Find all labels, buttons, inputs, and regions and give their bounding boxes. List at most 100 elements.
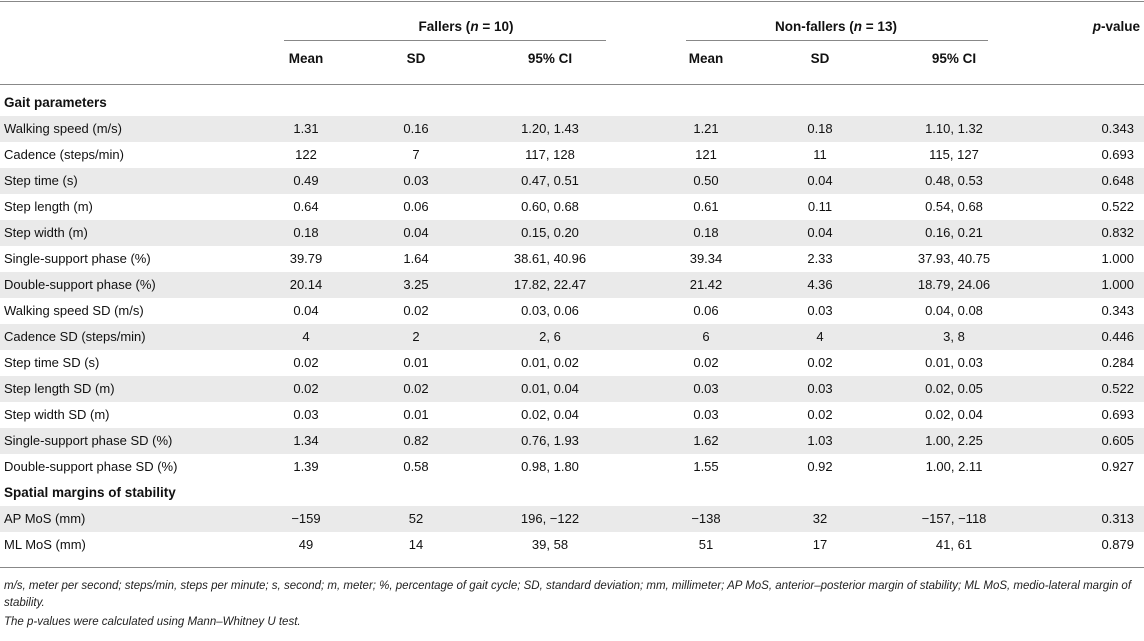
fallers-mean-cell: 0.64	[293, 199, 319, 214]
nonfallers-mean-cell: 1.62	[693, 433, 719, 448]
nonfallers-sd-cell: 0.04	[807, 225, 833, 240]
nonfallers-mean-cell: 0.61	[693, 199, 719, 214]
table-row: Step length SD (m) 0.02 0.02 0.01, 0.04 0.03…	[0, 376, 1144, 402]
nonfallers-sd-cell: 0.11	[807, 199, 833, 214]
nonfallers-ci-cell: 115, 127	[929, 147, 979, 162]
nonfallers-sd-header: SD	[810, 51, 830, 66]
section-header-row: Gait parameters	[0, 90, 1144, 116]
fallers-sd-cell: 3.25	[403, 277, 429, 292]
fallers-ci-cell: 0.01, 0.04	[521, 381, 579, 396]
fallers-sd-cell: 1.64	[403, 251, 429, 266]
nonfallers-mean-cell: −138	[691, 511, 721, 526]
fallers-mean-cell: 39.79	[289, 251, 323, 266]
fallers-sd-cell: 0.01	[403, 355, 429, 370]
table-row: ML MoS (mm) 49 14 39, 58 51 17 41, 61 0.879	[0, 532, 1144, 558]
row-label: Cadence SD (steps/min)	[4, 329, 146, 344]
fallers-sd-cell: 52	[408, 511, 424, 526]
nonfallers-sd-cell: 0.18	[807, 121, 833, 136]
fallers-sd-cell: 0.03	[403, 173, 429, 188]
fallers-ci-cell: 0.60, 0.68	[521, 199, 579, 214]
nonfallers-sd-cell: 4	[816, 329, 824, 344]
p-value-cell: 0.832	[1101, 225, 1134, 240]
fallers-ci-cell: 0.76, 1.93	[521, 433, 579, 448]
nonfallers-mean-cell: 39.34	[689, 251, 723, 266]
p-value-cell: 0.343	[1101, 121, 1134, 136]
group-header-row: Fallers (n = 10) Non-fallers (n = 13) p-…	[0, 14, 1144, 40]
fallers-ci-header: 95% CI	[527, 51, 573, 66]
bottom-rule	[0, 567, 1144, 568]
nonfallers-mean-header: Mean	[688, 51, 724, 66]
fallers-mean-cell: 4	[302, 329, 310, 344]
nonfallers-mean-cell: 0.03	[693, 407, 719, 422]
table-row: Step width (m) 0.18 0.04 0.15, 0.20 0.18 0.04…	[0, 220, 1144, 246]
section-header-row: Spatial margins of stability	[0, 480, 1144, 506]
nonfallers-ci-cell: 0.02, 0.05	[925, 381, 983, 396]
p-value-cell: 0.313	[1101, 511, 1134, 526]
row-label: Walking speed SD (m/s)	[4, 303, 144, 318]
nonfallers-ci-header: 95% CI	[931, 51, 977, 66]
row-label: Step width (m)	[4, 225, 88, 240]
top-rule	[0, 1, 1144, 2]
fallers-ci-cell: 1.20, 1.43	[521, 121, 579, 136]
table-row: Step time (s) 0.49 0.03 0.47, 0.51 0.50 0.04 0…	[0, 168, 1144, 194]
table-row: Single-support phase (%) 39.79 1.64 38.61, …	[0, 246, 1144, 272]
abbreviations-footnote: m/s, meter per second; steps/min, steps …	[4, 580, 1132, 609]
table-row: Double-support phase SD (%) 1.39 0.58 0.98,…	[0, 454, 1144, 480]
nonfallers-ci-cell: 1.00, 2.25	[925, 433, 983, 448]
p-value-cell: 0.605	[1101, 433, 1134, 448]
nonfallers-ci-cell: 1.10, 1.32	[925, 121, 983, 136]
nonfallers-sd-cell: 0.92	[807, 459, 833, 474]
nonfallers-sd-cell: 11	[813, 147, 827, 162]
fallers-mean-cell: 0.02	[293, 355, 319, 370]
row-label: ML MoS (mm)	[4, 537, 86, 552]
fallers-sd-cell: 0.01	[403, 407, 429, 422]
fallers-sd-cell: 7	[412, 147, 420, 162]
fallers-ci-cell: 0.98, 1.80	[521, 459, 579, 474]
table-row: Step width SD (m) 0.03 0.01 0.02, 0.04 0.03 0…	[0, 402, 1144, 428]
fallers-sd-cell: 0.02	[403, 381, 429, 396]
table-row: Step time SD (s) 0.02 0.01 0.01, 0.02 0.02 0.…	[0, 350, 1144, 376]
nonfallers-ci-cell: 0.01, 0.03	[925, 355, 983, 370]
table-row: Single-support phase SD (%) 1.34 0.82 0.76,…	[0, 428, 1144, 454]
nonfallers-sd-cell: 0.03	[807, 303, 833, 318]
fallers-mean-cell: 0.04	[293, 303, 319, 318]
nonfallers-sd-cell: 0.02	[807, 407, 833, 422]
nonfallers-sd-cell: 4.36	[807, 277, 833, 292]
table-row: Cadence SD (steps/min) 4 2 2, 6 6 4 3, 8 0.446	[0, 324, 1144, 350]
table-row: AP MoS (mm) −159 52 196, −122 −138 32 −157, −1…	[0, 506, 1144, 532]
nonfallers-group-header: Non-fallers (n = 13)	[775, 19, 897, 34]
fallers-group-rule	[284, 40, 606, 41]
p-value-cell: 1.000	[1101, 277, 1134, 292]
row-label: Cadence (steps/min)	[4, 147, 124, 162]
fallers-sd-cell: 0.04	[403, 225, 429, 240]
fallers-sd-cell: 0.02	[403, 303, 429, 318]
p-value-cell: 0.522	[1101, 381, 1134, 396]
fallers-sd-cell: 0.16	[403, 121, 429, 136]
fallers-ci-cell: 0.03, 0.06	[521, 303, 579, 318]
section-title: Spatial margins of stability	[4, 485, 176, 500]
section-title: Gait parameters	[4, 95, 107, 110]
fallers-mean-cell: 0.18	[293, 225, 319, 240]
fallers-ci-cell: 0.01, 0.02	[521, 355, 579, 370]
p-value-cell: 0.693	[1101, 407, 1134, 422]
fallers-mean-cell: 0.02	[293, 381, 319, 396]
p-value-cell: 0.522	[1101, 199, 1134, 214]
row-label: Walking speed (m/s)	[4, 121, 122, 136]
nonfallers-ci-cell: 0.04, 0.08	[925, 303, 983, 318]
nonfallers-mean-cell: 0.06	[693, 303, 719, 318]
nonfallers-mean-cell: 0.18	[693, 225, 719, 240]
fallers-mean-cell: 122	[295, 147, 317, 162]
row-label: AP MoS (mm)	[4, 511, 86, 526]
row-label: Double-support phase SD (%)	[4, 459, 178, 474]
row-label: Single-support phase SD (%)	[4, 433, 173, 448]
nonfallers-ci-cell: 18.79, 24.06	[917, 277, 991, 292]
fallers-mean-cell: −159	[291, 511, 321, 526]
fallers-sd-cell: 14	[408, 537, 424, 552]
row-label: Step length SD (m)	[4, 381, 115, 396]
nonfallers-sd-cell: 32	[812, 511, 828, 526]
column-header-row: Mean SD 95% CI Mean SD 95% CI	[0, 46, 1144, 72]
nonfallers-ci-cell: 0.02, 0.04	[925, 407, 983, 422]
table-row: Double-support phase (%) 20.14 3.25 17.82, …	[0, 272, 1144, 298]
header-bottom-rule	[0, 84, 1144, 85]
fallers-ci-cell: 38.61, 40.96	[513, 251, 587, 266]
